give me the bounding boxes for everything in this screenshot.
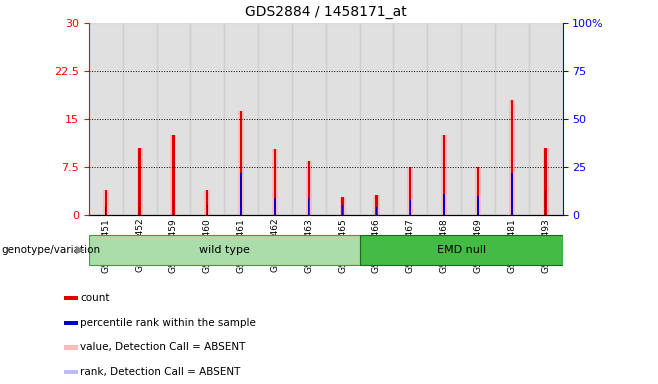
Bar <box>511 173 513 215</box>
Bar <box>545 190 547 215</box>
Text: genotype/variation: genotype/variation <box>1 245 101 255</box>
Bar <box>224 23 258 215</box>
Bar <box>89 235 359 265</box>
Bar <box>64 296 78 300</box>
Bar <box>326 23 359 215</box>
Title: GDS2884 / 1458171_at: GDS2884 / 1458171_at <box>245 5 407 19</box>
Bar <box>157 23 190 215</box>
Bar <box>511 173 513 215</box>
Bar <box>172 135 174 215</box>
Bar <box>543 148 549 215</box>
Text: rank, Detection Call = ABSENT: rank, Detection Call = ABSENT <box>80 367 241 377</box>
Bar <box>495 23 529 215</box>
Bar <box>410 200 411 215</box>
Bar <box>409 200 411 215</box>
Bar <box>206 205 209 215</box>
Bar <box>272 149 278 215</box>
Bar <box>172 200 174 215</box>
Bar <box>443 135 445 215</box>
Bar <box>274 149 276 215</box>
Bar <box>529 23 563 215</box>
Bar <box>376 207 378 215</box>
Bar <box>427 23 461 215</box>
Bar <box>240 173 242 215</box>
Bar <box>376 207 377 215</box>
Bar <box>64 345 78 349</box>
Bar <box>441 135 447 215</box>
Bar <box>477 196 478 215</box>
Bar <box>359 23 393 215</box>
Bar <box>359 235 563 265</box>
Bar <box>308 198 309 215</box>
Bar <box>139 207 141 215</box>
Bar <box>340 197 345 215</box>
Bar <box>122 23 157 215</box>
Bar <box>407 167 413 215</box>
Bar <box>393 23 427 215</box>
Text: EMD null: EMD null <box>436 245 486 255</box>
Bar <box>443 194 445 215</box>
Bar <box>475 167 481 215</box>
Bar <box>170 135 176 215</box>
Bar <box>238 111 244 215</box>
Bar <box>461 23 495 215</box>
Bar <box>206 190 209 215</box>
Bar <box>511 100 513 215</box>
Bar <box>258 23 292 215</box>
Bar <box>307 161 310 215</box>
Bar <box>64 370 78 374</box>
Bar <box>342 197 344 215</box>
Bar <box>137 148 143 215</box>
Text: value, Detection Call = ABSENT: value, Detection Call = ABSENT <box>80 343 246 353</box>
Bar <box>274 198 276 215</box>
Bar <box>477 196 479 215</box>
Bar <box>207 205 208 215</box>
Text: count: count <box>80 293 110 303</box>
Text: wild type: wild type <box>199 245 249 255</box>
Bar <box>308 198 310 215</box>
Bar <box>105 190 107 215</box>
Bar <box>342 205 343 215</box>
Bar <box>204 190 211 215</box>
Bar <box>138 148 141 215</box>
Bar <box>139 207 140 215</box>
Bar <box>292 23 326 215</box>
Bar <box>105 207 107 215</box>
Bar <box>64 321 78 325</box>
Bar <box>240 173 241 215</box>
Bar <box>105 207 107 215</box>
Bar <box>509 100 515 215</box>
Bar <box>545 190 546 215</box>
Bar <box>89 23 122 215</box>
Bar <box>544 148 547 215</box>
Bar <box>103 190 109 215</box>
Bar <box>443 194 445 215</box>
Bar <box>477 167 479 215</box>
Text: ▶: ▶ <box>76 245 84 255</box>
Bar <box>342 205 343 215</box>
Text: percentile rank within the sample: percentile rank within the sample <box>80 318 257 328</box>
Bar <box>274 198 276 215</box>
Bar <box>173 200 174 215</box>
Bar <box>374 195 380 215</box>
Bar <box>409 167 411 215</box>
Bar <box>375 195 378 215</box>
Bar <box>240 111 242 215</box>
Bar <box>306 161 312 215</box>
Bar <box>190 23 224 215</box>
